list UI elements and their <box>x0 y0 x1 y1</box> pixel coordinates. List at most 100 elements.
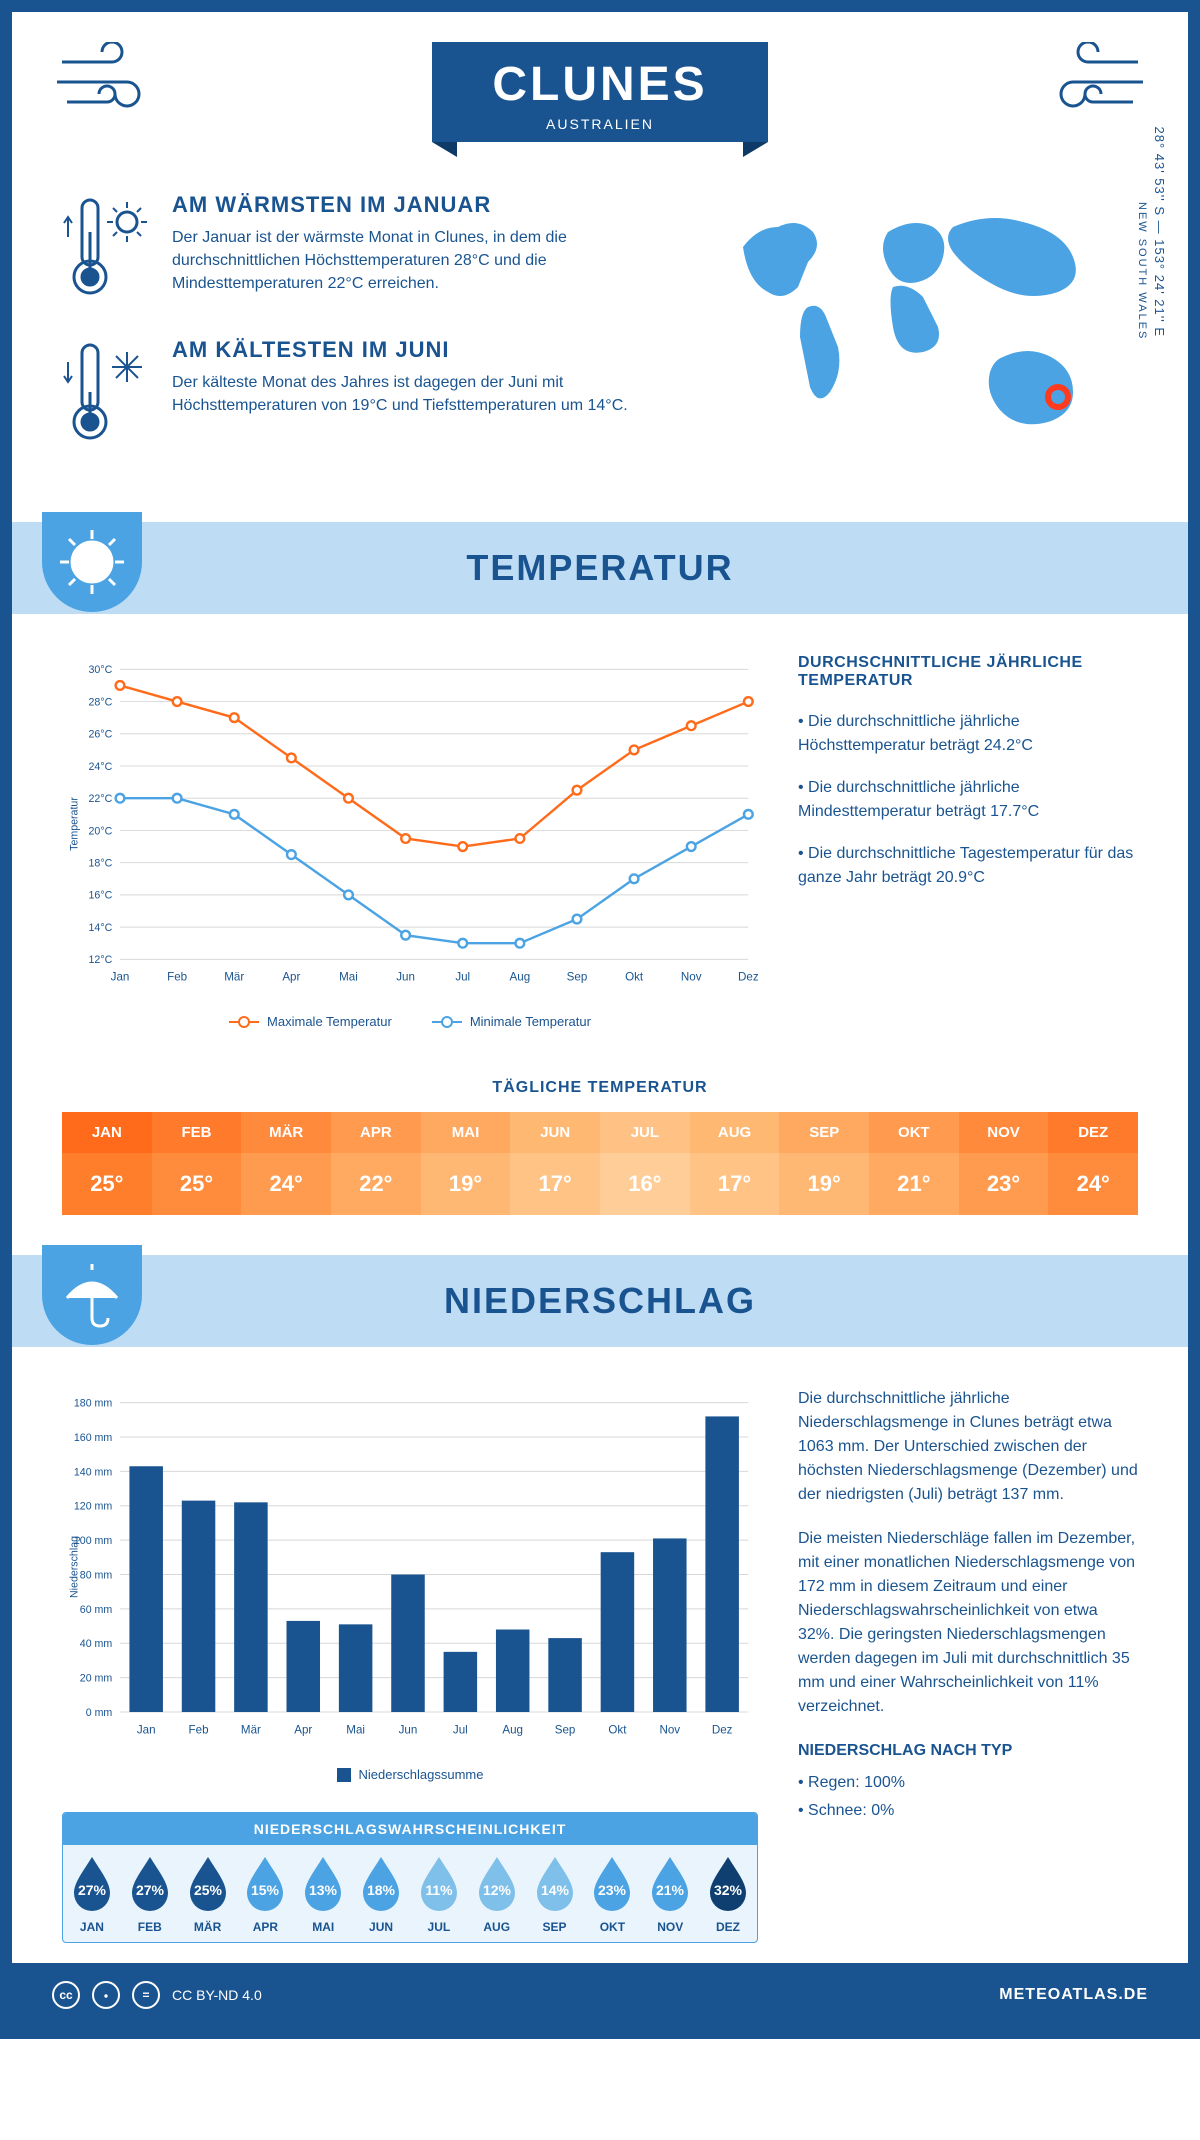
svg-text:120 mm: 120 mm <box>74 1501 113 1513</box>
footer: cc 🞄 = CC BY-ND 4.0 METEOATLAS.DE <box>12 1963 1188 2027</box>
probability-month: OKT <box>585 1920 639 1934</box>
svg-text:27%: 27% <box>136 1882 165 1898</box>
sun-icon <box>42 512 142 612</box>
temp-table-col: AUG17° <box>690 1112 780 1215</box>
precipitation-info: Die durchschnittliche jährliche Niedersc… <box>798 1387 1138 1943</box>
svg-text:Nov: Nov <box>681 971 702 984</box>
svg-text:Dez: Dez <box>738 971 758 984</box>
by-icon: 🞄 <box>92 1981 120 2009</box>
probability-month: JUL <box>412 1920 466 1934</box>
probability-month: AUG <box>470 1920 524 1934</box>
svg-text:30°C: 30°C <box>89 664 113 676</box>
temp-col-value: 19° <box>421 1153 511 1215</box>
page-frame: CLUNES AUSTRALIEN AM WÄRMSTEN IM JANUAR … <box>0 0 1200 2039</box>
temperature-title: TEMPERATUR <box>12 547 1188 589</box>
temp-col-value: 24° <box>1048 1153 1138 1215</box>
probability-cell: 13% MAI <box>294 1845 352 1942</box>
raindrop-icon: 14% <box>531 1855 579 1911</box>
legend-max-label: Maximale Temperatur <box>267 1014 392 1029</box>
svg-text:Mai: Mai <box>346 1723 365 1736</box>
svg-text:15%: 15% <box>251 1882 280 1898</box>
raindrop-icon: 21% <box>646 1855 694 1911</box>
raindrop-icon: 32% <box>704 1855 752 1911</box>
header: CLUNES AUSTRALIEN <box>12 12 1188 162</box>
svg-text:12°C: 12°C <box>89 954 113 966</box>
svg-text:26°C: 26°C <box>89 729 113 741</box>
svg-text:Feb: Feb <box>167 971 187 984</box>
temp-col-month: JUL <box>600 1112 690 1153</box>
temp-col-month: AUG <box>690 1112 780 1153</box>
temp-table-col: MAI19° <box>421 1112 511 1215</box>
daily-temp-title: TÄGLICHE TEMPERATUR <box>12 1079 1188 1097</box>
svg-text:40 mm: 40 mm <box>80 1638 113 1650</box>
temp-col-month: MÄR <box>241 1112 331 1153</box>
temp-table-col: FEB25° <box>152 1112 242 1215</box>
svg-text:13%: 13% <box>309 1882 338 1898</box>
rain-para: Die durchschnittliche jährliche Niedersc… <box>798 1387 1138 1507</box>
temp-col-value: 24° <box>241 1153 331 1215</box>
nd-icon: = <box>132 1981 160 2009</box>
svg-text:60 mm: 60 mm <box>80 1604 113 1616</box>
svg-text:20°C: 20°C <box>89 825 113 837</box>
temp-table-col: NOV23° <box>959 1112 1049 1215</box>
temp-col-month: DEZ <box>1048 1112 1138 1153</box>
probability-cell: 12% AUG <box>468 1845 526 1942</box>
probability-month: NOV <box>643 1920 697 1934</box>
svg-text:Temperatur: Temperatur <box>68 797 80 851</box>
temperature-line-chart: 12°C14°C16°C18°C20°C22°C24°C26°C28°C30°C… <box>62 654 758 1029</box>
precipitation-banner: NIEDERSCHLAG <box>12 1255 1188 1347</box>
svg-text:32%: 32% <box>714 1882 743 1898</box>
rain-chart-legend: Niederschlagssumme <box>62 1767 758 1782</box>
svg-text:27%: 27% <box>78 1882 107 1898</box>
svg-text:Nov: Nov <box>659 1723 680 1736</box>
svg-text:21%: 21% <box>656 1882 685 1898</box>
raindrop-icon: 11% <box>415 1855 463 1911</box>
rain-type-line: • Regen: 100% <box>798 1771 1138 1795</box>
probability-cell: 14%SEP <box>526 1845 584 1942</box>
probability-month: JUN <box>354 1920 408 1934</box>
raindrop-icon: 25% <box>184 1855 232 1911</box>
svg-text:16°C: 16°C <box>89 890 113 902</box>
temp-info-line: • Die durchschnittliche jährliche Mindes… <box>798 776 1138 824</box>
temp-col-value: 17° <box>690 1153 780 1215</box>
daily-temp-table: JAN25°FEB25°MÄR24°APR22°MAI19°JUN17°JUL1… <box>62 1112 1138 1215</box>
raindrop-icon: 13% <box>299 1855 347 1911</box>
svg-text:Jan: Jan <box>111 971 130 984</box>
rain-type-line: • Schnee: 0% <box>798 1799 1138 1823</box>
svg-text:25%: 25% <box>194 1882 223 1898</box>
svg-text:Jan: Jan <box>137 1723 156 1736</box>
temp-col-value: 17° <box>510 1153 600 1215</box>
temp-table-col: OKT21° <box>869 1112 959 1215</box>
page-subtitle: AUSTRALIEN <box>492 116 707 132</box>
svg-text:22°C: 22°C <box>89 793 113 805</box>
thermometer-sun-icon <box>62 192 152 307</box>
svg-text:Aug: Aug <box>510 971 531 984</box>
umbrella-icon <box>42 1245 142 1345</box>
raindrop-icon: 18% <box>357 1855 405 1911</box>
temp-table-col: APR22° <box>331 1112 421 1215</box>
svg-text:Aug: Aug <box>502 1723 523 1736</box>
svg-text:28°C: 28°C <box>89 696 113 708</box>
precipitation-title: NIEDERSCHLAG <box>12 1280 1188 1322</box>
temp-col-month: SEP <box>779 1112 869 1153</box>
probability-month: JAN <box>65 1920 119 1934</box>
site-name: METEOATLAS.DE <box>999 1986 1148 2004</box>
svg-text:23%: 23% <box>598 1882 627 1898</box>
temp-info-heading: DURCHSCHNITTLICHE JÄHRLICHE TEMPERATUR <box>798 654 1138 690</box>
wind-icon <box>52 42 162 127</box>
warmest-block: AM WÄRMSTEN IM JANUAR Der Januar ist der… <box>62 192 678 307</box>
temp-col-value: 23° <box>959 1153 1049 1215</box>
probability-month: MAI <box>296 1920 350 1934</box>
temp-col-month: JUN <box>510 1112 600 1153</box>
temp-col-value: 25° <box>152 1153 242 1215</box>
svg-text:80 mm: 80 mm <box>80 1569 113 1581</box>
raindrop-icon: 27% <box>126 1855 174 1911</box>
temp-info-line: • Die durchschnittliche Tagestemperatur … <box>798 842 1138 890</box>
probability-cell: 27% JAN <box>63 1845 121 1942</box>
temp-info-line: • Die durchschnittliche jährliche Höchst… <box>798 710 1138 758</box>
svg-text:Jun: Jun <box>399 1723 418 1736</box>
svg-text:12%: 12% <box>483 1882 512 1898</box>
title-ribbon: CLUNES AUSTRALIEN <box>432 42 767 142</box>
probability-cell: 27%FEB <box>121 1845 179 1942</box>
svg-text:Okt: Okt <box>608 1723 627 1736</box>
